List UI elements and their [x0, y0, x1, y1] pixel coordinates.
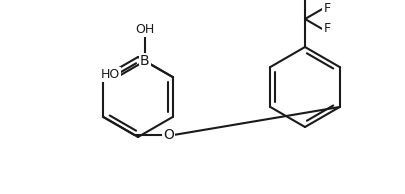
Text: OH: OH [135, 23, 154, 36]
Text: F: F [322, 23, 330, 36]
Text: O: O [163, 128, 174, 142]
Text: B: B [140, 54, 149, 68]
Text: F: F [322, 3, 330, 16]
Text: HO: HO [100, 68, 119, 81]
